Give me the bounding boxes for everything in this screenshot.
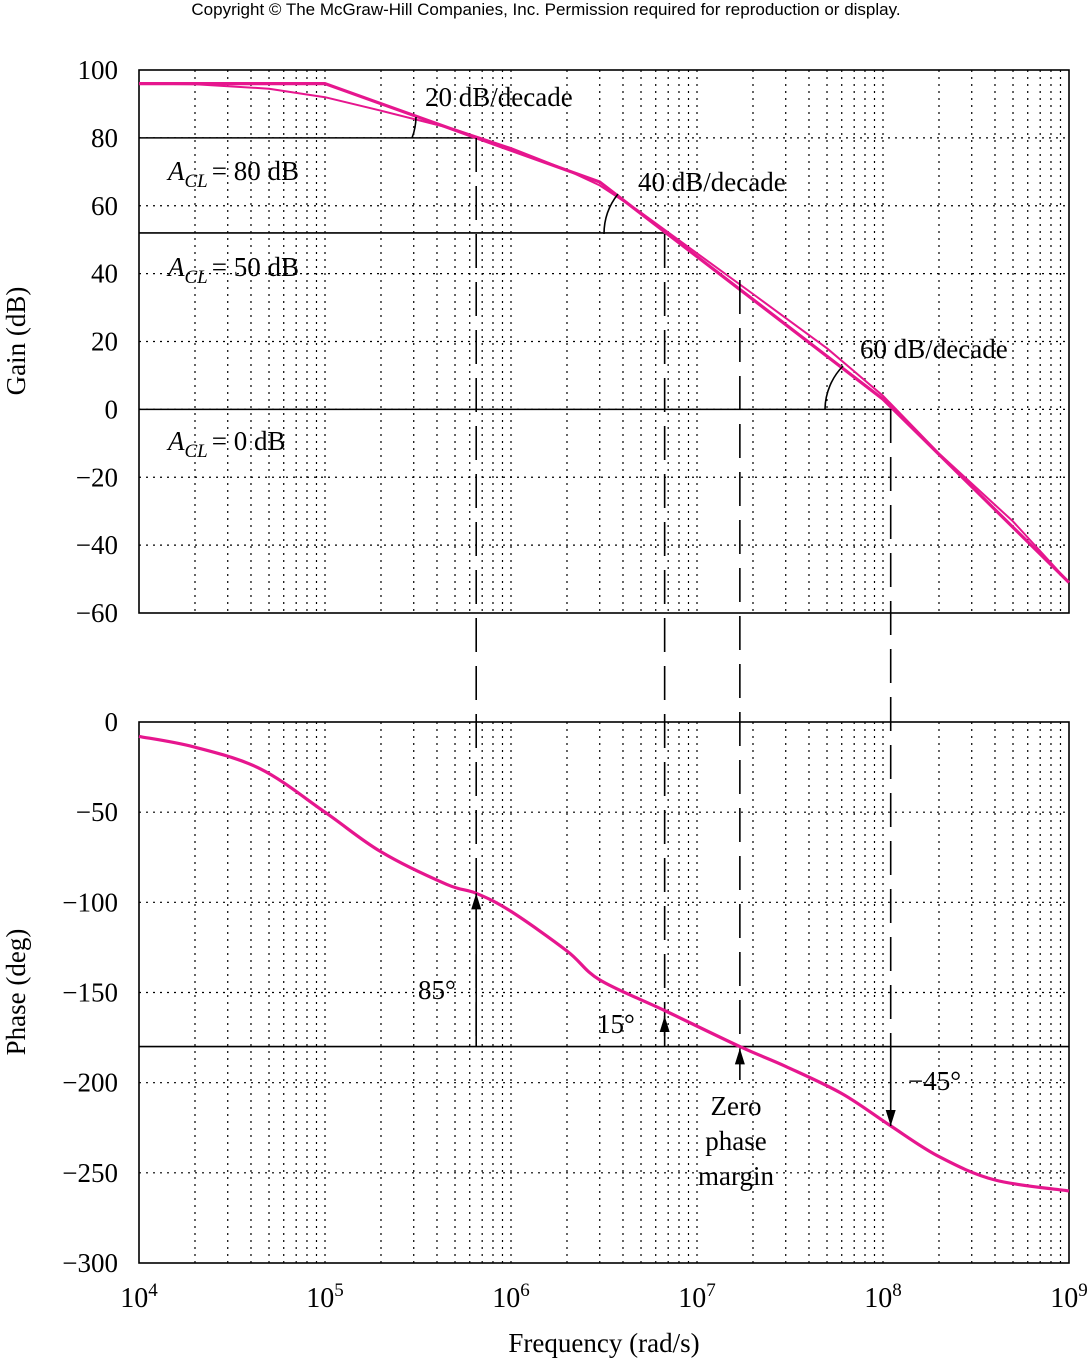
acl-50-label: ACL = 50 dB <box>166 252 299 288</box>
zero-margin-line1: Zero <box>711 1091 762 1121</box>
slope-40-label: 40 dB/decade <box>638 167 786 197</box>
x-tick-label: 104 <box>120 1280 158 1314</box>
phase-plot-frame <box>138 721 1070 1264</box>
gain-y-axis-label: Gain (dB) <box>1 287 31 396</box>
acl-0-label: ACL = 0 dB <box>166 426 286 462</box>
phase-curve <box>138 734 1070 1193</box>
arrow-85-head <box>471 893 482 910</box>
slope-arc-60 <box>824 365 844 410</box>
copyright-notice: Copyright © The McGraw-Hill Companies, I… <box>191 0 900 19</box>
gain-slope-arcs <box>411 116 844 410</box>
gain-y-tick-label: 0 <box>105 394 119 424</box>
x-tick-labels: 104 105 106 107 108 109 <box>120 1280 1088 1314</box>
gain-curve-actual <box>138 82 1070 584</box>
gain-y-tick-label: 40 <box>91 259 118 289</box>
x-tick-label: 108 <box>864 1280 902 1314</box>
x-tick-label: 106 <box>492 1280 530 1314</box>
slope-20-label: 20 dB/decade <box>425 82 573 112</box>
x-tick-label: 105 <box>306 1280 344 1314</box>
arrow-neg45-head <box>885 1109 896 1126</box>
phase-y-axis-label: Phase (deg) <box>1 929 31 1056</box>
phase-y-tick-label: −200 <box>62 1068 118 1098</box>
slope-60-label: 60 dB/decade <box>860 334 1008 364</box>
slope-arc-40 <box>603 193 619 235</box>
arrow-15-head <box>659 1015 670 1032</box>
gain-y-tick-label: −40 <box>76 530 118 560</box>
zero-margin-line2: phase <box>705 1126 766 1156</box>
phase-y-tick-labels: 0 −50 −100 −150 −200 −250 −300 <box>62 707 118 1278</box>
gain-y-tick-label: 80 <box>91 123 118 153</box>
phase-y-tick-label: −150 <box>62 978 118 1008</box>
gain-series <box>138 81 1071 584</box>
gain-plot-frame <box>138 69 1070 614</box>
gain-y-tick-labels: 100 80 60 40 20 0 −20 −40 −60 <box>76 55 118 628</box>
gain-closed-loop-lines <box>139 137 891 411</box>
gain-plot: 100 80 60 40 20 0 −20 −40 −60 Gain (dB) ACL = 80 … <box>1 55 1071 628</box>
gain-y-tick-label: 20 <box>91 327 118 357</box>
gain-y-tick-label: −60 <box>76 598 118 628</box>
zero-margin-line3: margin <box>698 1161 774 1191</box>
gain-y-tick-label: 100 <box>78 55 119 85</box>
phase-y-tick-label: −250 <box>62 1158 118 1188</box>
arrow-zero-margin-head <box>734 1048 745 1065</box>
slope-arc-20 <box>411 116 417 139</box>
phase-grid <box>139 722 1069 1263</box>
phase-y-tick-label: −300 <box>62 1248 118 1278</box>
x-tick-label: 109 <box>1050 1280 1088 1314</box>
vertical-marker-lines <box>475 138 892 1048</box>
x-axis-label: Frequency (rad/s) <box>508 1328 699 1358</box>
margin-15-label: 15° <box>597 1009 635 1039</box>
phase-y-tick-label: −50 <box>76 797 118 827</box>
margin-neg45-label: −45° <box>908 1066 961 1096</box>
phase-y-tick-label: 0 <box>105 707 119 737</box>
phase-series <box>138 734 1070 1193</box>
gain-y-tick-label: 60 <box>91 191 118 221</box>
margin-85-label: 85° <box>418 975 456 1005</box>
acl-80-label: ACL = 80 dB <box>166 156 299 192</box>
phase-margin-arrows <box>471 893 896 1126</box>
x-tick-label: 107 <box>678 1280 716 1314</box>
phase-plot: 0 −50 −100 −150 −200 −250 −300 104 105 106 107 108… <box>1 707 1088 1358</box>
gain-y-tick-label: −20 <box>76 462 118 492</box>
phase-y-tick-label: −100 <box>62 887 118 917</box>
